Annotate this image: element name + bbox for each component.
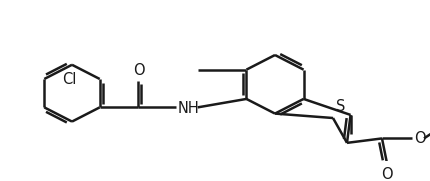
Text: Cl: Cl [62, 72, 76, 87]
Text: S: S [336, 100, 345, 114]
Text: O: O [133, 63, 144, 78]
Text: O: O [381, 167, 393, 181]
Text: NH: NH [178, 101, 200, 116]
Text: O: O [414, 131, 426, 146]
